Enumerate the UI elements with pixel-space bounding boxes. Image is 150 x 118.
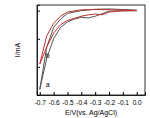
x-tick-label: -0.2 (104, 99, 116, 106)
x-tick-label: -0.1 (118, 99, 130, 106)
x-tick-mark (137, 92, 138, 95)
series-line (40, 9, 137, 89)
y-axis-title: I/mA (14, 42, 21, 57)
chart: -0.7-0.6-0.5-0.4-0.3-0.2-0.10.0 a b E/V(vs.… (0, 0, 150, 118)
y-axis-line (38, 6, 41, 96)
y-tick (37, 67, 40, 68)
x-tick: -0.7 (35, 92, 47, 106)
x-tick-mark (81, 92, 82, 95)
x-tick-mark (54, 92, 55, 95)
x-tick-mark (95, 92, 96, 95)
x-tick: -0.3 (90, 92, 102, 106)
x-tick: -0.6 (49, 92, 61, 106)
plot-frame (37, 5, 145, 95)
y-tick-mark (37, 11, 40, 12)
y-tick (37, 95, 40, 96)
series-group (40, 9, 137, 89)
x-axis-title: E/V(vs. Ag/AgCl) (65, 109, 117, 117)
x-tick-mark (40, 92, 41, 95)
y-tick (37, 11, 40, 12)
x-tick: 0.0 (133, 92, 142, 106)
x-tick: -0.4 (76, 92, 88, 106)
x-tick-label: -0.4 (76, 99, 88, 106)
y-tick-mark (37, 95, 40, 96)
x-axis-line (38, 92, 146, 96)
plot: -0.7-0.6-0.5-0.4-0.3-0.2-0.10.0 a b (35, 5, 146, 106)
y-axis (37, 6, 40, 96)
series-label: b (46, 52, 50, 59)
x-tick-label: -0.3 (90, 99, 102, 106)
x-axis: -0.7-0.6-0.5-0.4-0.3-0.2-0.10.0 (35, 92, 146, 106)
series-label: a (46, 81, 50, 88)
y-tick-mark (37, 39, 40, 40)
x-tick-mark (67, 92, 68, 95)
x-tick-label: -0.5 (62, 99, 74, 106)
x-tick-mark (109, 92, 110, 95)
x-tick: -0.2 (104, 92, 116, 106)
x-tick: -0.1 (118, 92, 130, 106)
x-tick-label: -0.6 (49, 99, 61, 106)
x-tick-label: 0.0 (133, 99, 142, 106)
x-tick-mark (123, 92, 124, 95)
y-tick-mark (37, 67, 40, 68)
x-tick: -0.5 (62, 92, 74, 106)
x-tick-label: -0.7 (35, 99, 47, 106)
y-tick (37, 39, 40, 40)
series-line (40, 10, 137, 65)
